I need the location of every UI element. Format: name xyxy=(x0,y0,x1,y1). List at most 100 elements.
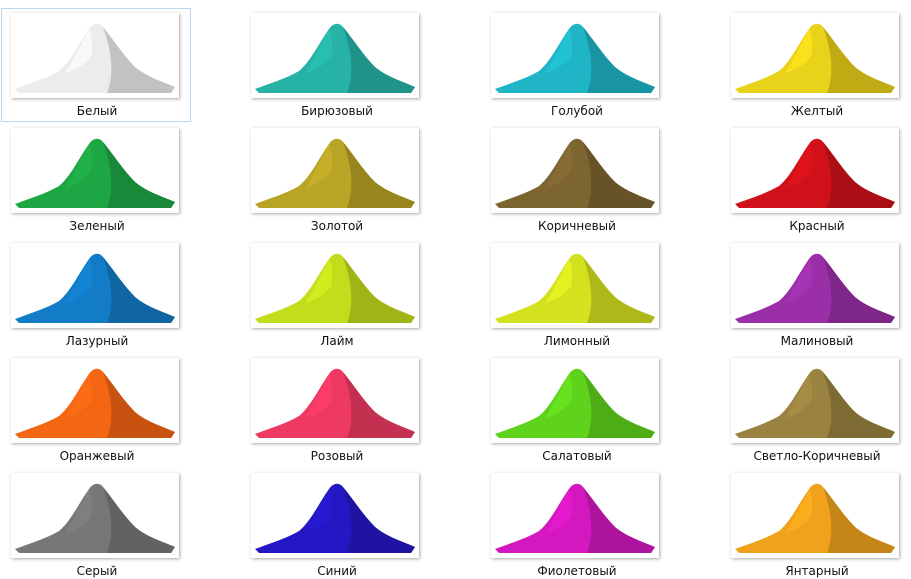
file-item[interactable]: Оранжевый xyxy=(1,353,191,467)
thumbnail xyxy=(251,243,419,328)
powder-shadow xyxy=(583,27,655,93)
thumbnail xyxy=(251,358,419,443)
powder-image xyxy=(15,138,175,208)
powder-shadow xyxy=(343,372,415,438)
thumbnail xyxy=(491,358,659,443)
powder-shadow xyxy=(343,27,415,93)
file-item[interactable]: Фиолетовый xyxy=(481,468,671,579)
powder-shadow xyxy=(583,487,655,553)
powder-highlight xyxy=(545,489,573,533)
file-label: Светло-Коричневый xyxy=(753,449,881,463)
file-label: Малиновый xyxy=(780,334,854,348)
powder-shadow xyxy=(103,487,175,553)
powder-highlight xyxy=(65,374,93,418)
file-label: Коричневый xyxy=(538,219,616,233)
thumbnail xyxy=(491,473,659,558)
powder-highlight xyxy=(785,489,813,533)
file-label: Голубой xyxy=(551,104,603,118)
thumbnail xyxy=(11,243,179,328)
file-label: Белый xyxy=(76,104,118,118)
powder-image xyxy=(255,483,415,553)
powder-image xyxy=(495,483,655,553)
powder-shadow xyxy=(103,142,175,208)
powder-highlight xyxy=(305,374,333,418)
file-label: Лимонный xyxy=(543,334,611,348)
powder-image xyxy=(15,253,175,323)
thumbnail xyxy=(11,13,179,98)
file-item[interactable]: Салатовый xyxy=(481,353,671,467)
powder-highlight xyxy=(305,29,333,73)
thumbnail xyxy=(251,473,419,558)
powder-image xyxy=(735,253,895,323)
file-label: Зеленый xyxy=(69,219,125,233)
file-item[interactable]: Желтый xyxy=(721,8,911,122)
file-item[interactable]: Золотой xyxy=(241,123,431,237)
powder-highlight xyxy=(545,259,573,303)
powder-image xyxy=(255,23,415,94)
powder-shadow xyxy=(823,142,895,208)
powder-highlight xyxy=(305,144,333,188)
file-item[interactable]: Лазурный xyxy=(1,238,191,352)
powder-highlight xyxy=(305,489,333,533)
file-label: Лайм xyxy=(320,334,354,348)
thumbnail xyxy=(491,128,659,213)
powder-image xyxy=(15,23,175,94)
powder-image xyxy=(495,253,655,323)
powder-shadow xyxy=(103,372,175,438)
powder-highlight xyxy=(545,29,573,73)
thumbnail xyxy=(491,13,659,98)
powder-image xyxy=(735,368,895,438)
file-item[interactable]: Светло-Коричневый xyxy=(721,353,911,467)
thumbnail xyxy=(251,128,419,213)
file-label: Розовый xyxy=(310,449,364,463)
powder-image xyxy=(495,138,655,208)
powder-image xyxy=(495,368,655,438)
file-item[interactable]: Янтарный xyxy=(721,468,911,579)
file-label: Золотой xyxy=(310,219,364,233)
file-item[interactable]: Красный xyxy=(721,123,911,237)
powder-highlight xyxy=(785,29,813,73)
powder-image xyxy=(495,23,655,94)
file-label: Янтарный xyxy=(785,564,849,578)
powder-highlight xyxy=(785,144,813,188)
powder-highlight xyxy=(785,374,813,418)
powder-shadow xyxy=(103,257,175,323)
file-item[interactable]: Лайм xyxy=(241,238,431,352)
powder-image xyxy=(735,138,895,208)
powder-shadow xyxy=(343,257,415,323)
file-label: Желтый xyxy=(790,104,844,118)
file-item[interactable]: Зеленый xyxy=(1,123,191,237)
file-item[interactable]: Малиновый xyxy=(721,238,911,352)
file-label: Бирюзовый xyxy=(301,104,373,118)
powder-highlight xyxy=(65,489,93,533)
powder-shadow xyxy=(823,257,895,323)
file-item[interactable]: Белый xyxy=(1,8,191,122)
thumbnail xyxy=(731,243,899,328)
file-label: Красный xyxy=(789,219,845,233)
file-item[interactable]: Бирюзовый xyxy=(241,8,431,122)
file-item[interactable]: Голубой xyxy=(481,8,671,122)
file-item[interactable]: Розовый xyxy=(241,353,431,467)
powder-highlight xyxy=(65,144,93,188)
powder-shadow xyxy=(343,487,415,553)
file-item[interactable]: Лимонный xyxy=(481,238,671,352)
file-item[interactable]: Серый xyxy=(1,468,191,579)
thumbnail xyxy=(11,358,179,443)
thumbnail xyxy=(731,473,899,558)
file-item[interactable]: Синий xyxy=(241,468,431,579)
powder-shadow xyxy=(583,372,655,438)
powder-image xyxy=(735,23,895,94)
powder-image xyxy=(15,368,175,438)
thumbnail xyxy=(251,13,419,98)
thumbnail xyxy=(731,128,899,213)
file-label: Синий xyxy=(317,564,357,578)
powder-image xyxy=(255,368,415,438)
file-item[interactable]: Коричневый xyxy=(481,123,671,237)
file-label: Лазурный xyxy=(65,334,129,348)
file-label: Оранжевый xyxy=(59,449,135,463)
thumbnail xyxy=(731,358,899,443)
powder-shadow xyxy=(823,487,895,553)
thumbnail xyxy=(491,243,659,328)
powder-image xyxy=(255,138,415,208)
powder-shadow xyxy=(583,257,655,323)
